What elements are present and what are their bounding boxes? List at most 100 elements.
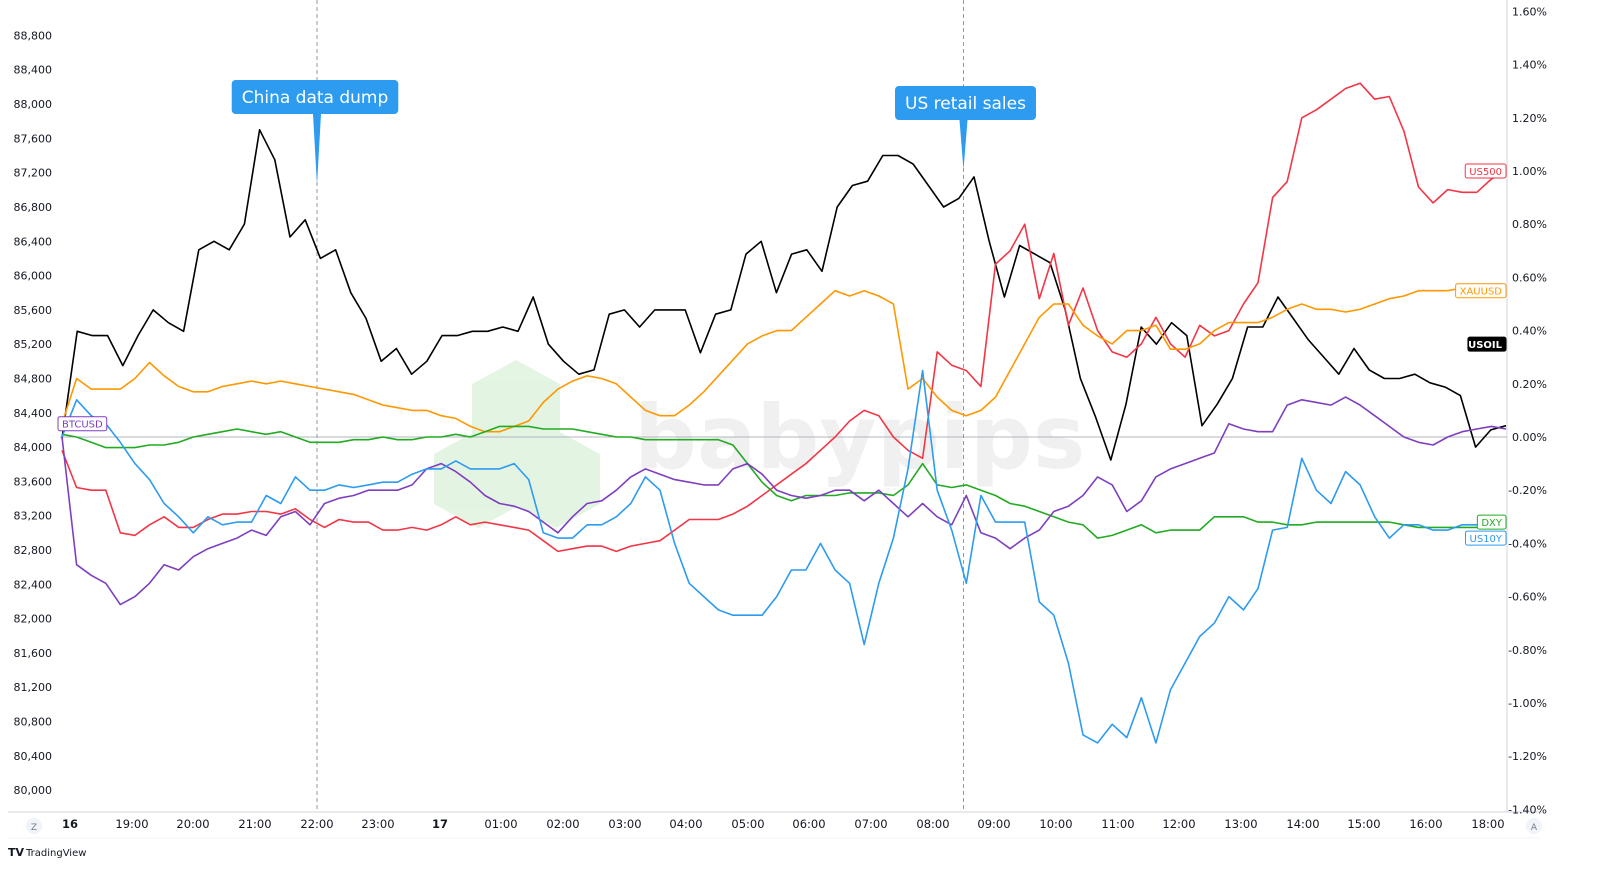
time-axis-tick: 02:00 <box>546 817 579 831</box>
left-axis-tick: 87,600 <box>14 132 53 145</box>
series-line-us500 <box>61 82 1507 553</box>
z-button[interactable] <box>26 818 42 834</box>
right-axis-tick: -1.00% <box>1508 697 1547 710</box>
series-tag-label: XAUUSD <box>1460 287 1503 298</box>
callout-label: US retail sales <box>905 94 1026 114</box>
left-axis-tick: 87,200 <box>14 167 53 180</box>
left-axis-tick: 86,800 <box>14 201 53 214</box>
left-axis-tick: 82,400 <box>14 578 53 591</box>
series-line-btcusd <box>61 396 1507 606</box>
left-axis-tick: 86,400 <box>14 235 53 248</box>
callout-label: China data dump <box>242 88 389 108</box>
left-axis-tick: 80,000 <box>14 784 53 797</box>
right-axis-tick: 0.60% <box>1512 271 1547 284</box>
series-tag-label: US500 <box>1469 167 1502 178</box>
callout-pointer <box>313 114 321 185</box>
time-axis-labels: 16 19:00 20:00 21:00 22:00 23:00 17 01:00 02:00 0… <box>62 817 1505 831</box>
time-axis-tick: 18:00 <box>1471 817 1504 831</box>
left-axis-labels: 88,800 88,400 88,000 87,600 87,200 86,800 86,4… <box>14 29 53 797</box>
series-line-xauusd <box>61 287 1507 433</box>
series-tag-box <box>1465 530 1507 546</box>
footer: Z A TV TradingView <box>8 818 1542 859</box>
left-axis-tick: 83,600 <box>14 475 53 488</box>
right-axis-tick: 1.60% <box>1512 5 1547 18</box>
right-axis-tick: 1.00% <box>1512 165 1547 178</box>
right-axis-tick: -0.60% <box>1508 591 1547 604</box>
time-axis-tick: 08:00 <box>916 817 949 831</box>
time-axis-tick: 15:00 <box>1347 817 1380 831</box>
series-tags: US500 XAUUSD USOIL DXY US10Y BTCUSD <box>57 163 1507 546</box>
right-axis-tick: 1.40% <box>1512 59 1547 72</box>
left-axis-tick: 81,600 <box>14 647 53 660</box>
time-axis-tick: 23:00 <box>361 817 394 831</box>
grid-layer <box>8 0 1540 839</box>
series-line-usoil <box>61 129 1507 461</box>
series-line-dxy <box>61 425 1506 539</box>
left-axis-tick: 88,400 <box>14 64 53 77</box>
series-layer <box>61 82 1507 744</box>
callout-box <box>231 80 399 114</box>
left-axis-tick: 88,000 <box>14 98 53 111</box>
series-tag-box <box>1464 163 1507 179</box>
left-axis-tick: 84,800 <box>14 372 53 385</box>
left-axis-tick: 80,800 <box>14 716 53 729</box>
series-tag-label: DXY <box>1481 518 1503 529</box>
left-axis-tick: 85,600 <box>14 304 53 317</box>
time-axis-tick: 03:00 <box>608 817 641 831</box>
right-axis-tick: 0.40% <box>1512 325 1547 338</box>
time-axis-tick: 12:00 <box>1162 817 1195 831</box>
time-axis-tick: 07:00 <box>854 817 887 831</box>
right-axis-tick: -1.20% <box>1508 750 1547 763</box>
time-axis-tick: 10:00 <box>1039 817 1072 831</box>
series-tag-label: US10Y <box>1470 534 1503 545</box>
z-label: Z <box>31 823 37 833</box>
time-axis-tick: 16:00 <box>1409 817 1442 831</box>
right-axis-tick: 0.80% <box>1512 218 1547 231</box>
time-axis-tick: 22:00 <box>300 817 333 831</box>
tradingview-logo-icon: TV <box>8 846 25 859</box>
left-axis-tick: 80,400 <box>14 750 53 763</box>
event-callouts: China data dump US retail sales <box>231 80 1036 185</box>
time-axis-tick: 14:00 <box>1286 817 1319 831</box>
time-axis-tick: 16 <box>62 817 78 831</box>
left-axis-tick: 81,200 <box>14 681 53 694</box>
series-tag-label: BTCUSD <box>62 420 103 431</box>
left-axis-tick: 82,000 <box>14 613 53 626</box>
right-axis-tick: -1.40% <box>1508 803 1547 816</box>
right-axis-tick: 0.00% <box>1512 431 1547 444</box>
right-axis-tick: 1.20% <box>1512 112 1547 125</box>
series-tag-box <box>1467 336 1507 352</box>
left-axis-tick: 85,200 <box>14 338 53 351</box>
right-axis-tick: -0.20% <box>1508 484 1547 497</box>
babypips-watermark: babypips <box>434 360 1085 528</box>
time-axis-tick: 21:00 <box>238 817 271 831</box>
left-axis-tick: 83,200 <box>14 510 53 523</box>
series-line-us10y <box>61 369 1506 744</box>
callout-box <box>895 86 1036 120</box>
series-tag-box <box>1455 283 1507 299</box>
time-axis-tick: 19:00 <box>115 817 148 831</box>
time-axis-tick: 13:00 <box>1224 817 1257 831</box>
callout-pointer <box>959 120 968 170</box>
a-label: A <box>1531 823 1538 833</box>
time-axis-tick: 09:00 <box>977 817 1010 831</box>
a-button[interactable] <box>1526 818 1542 834</box>
watermark-cube-icon <box>434 360 600 528</box>
right-axis-tick: -0.80% <box>1508 644 1547 657</box>
time-axis-tick: 04:00 <box>669 817 702 831</box>
left-axis-tick: 84,000 <box>14 441 53 454</box>
right-axis-tick: 0.20% <box>1512 378 1547 391</box>
series-tag-label: USOIL <box>1468 340 1503 351</box>
time-axis-tick: 17 <box>432 817 448 831</box>
left-axis-tick: 84,400 <box>14 407 53 420</box>
tradingview-brand: TradingView <box>25 848 86 859</box>
left-axis-tick: 86,000 <box>14 270 53 283</box>
time-axis-tick: 20:00 <box>176 817 209 831</box>
right-axis-labels: 1.60% 1.40% 1.20% 1.00% 0.80% 0.60% 0.40% 0.20%… <box>1508 5 1547 816</box>
time-axis-tick: 06:00 <box>792 817 825 831</box>
series-tag-box <box>57 416 108 432</box>
time-axis-tick: 11:00 <box>1101 817 1134 831</box>
left-axis-tick: 82,800 <box>14 544 53 557</box>
left-axis-tick: 88,800 <box>14 29 53 42</box>
